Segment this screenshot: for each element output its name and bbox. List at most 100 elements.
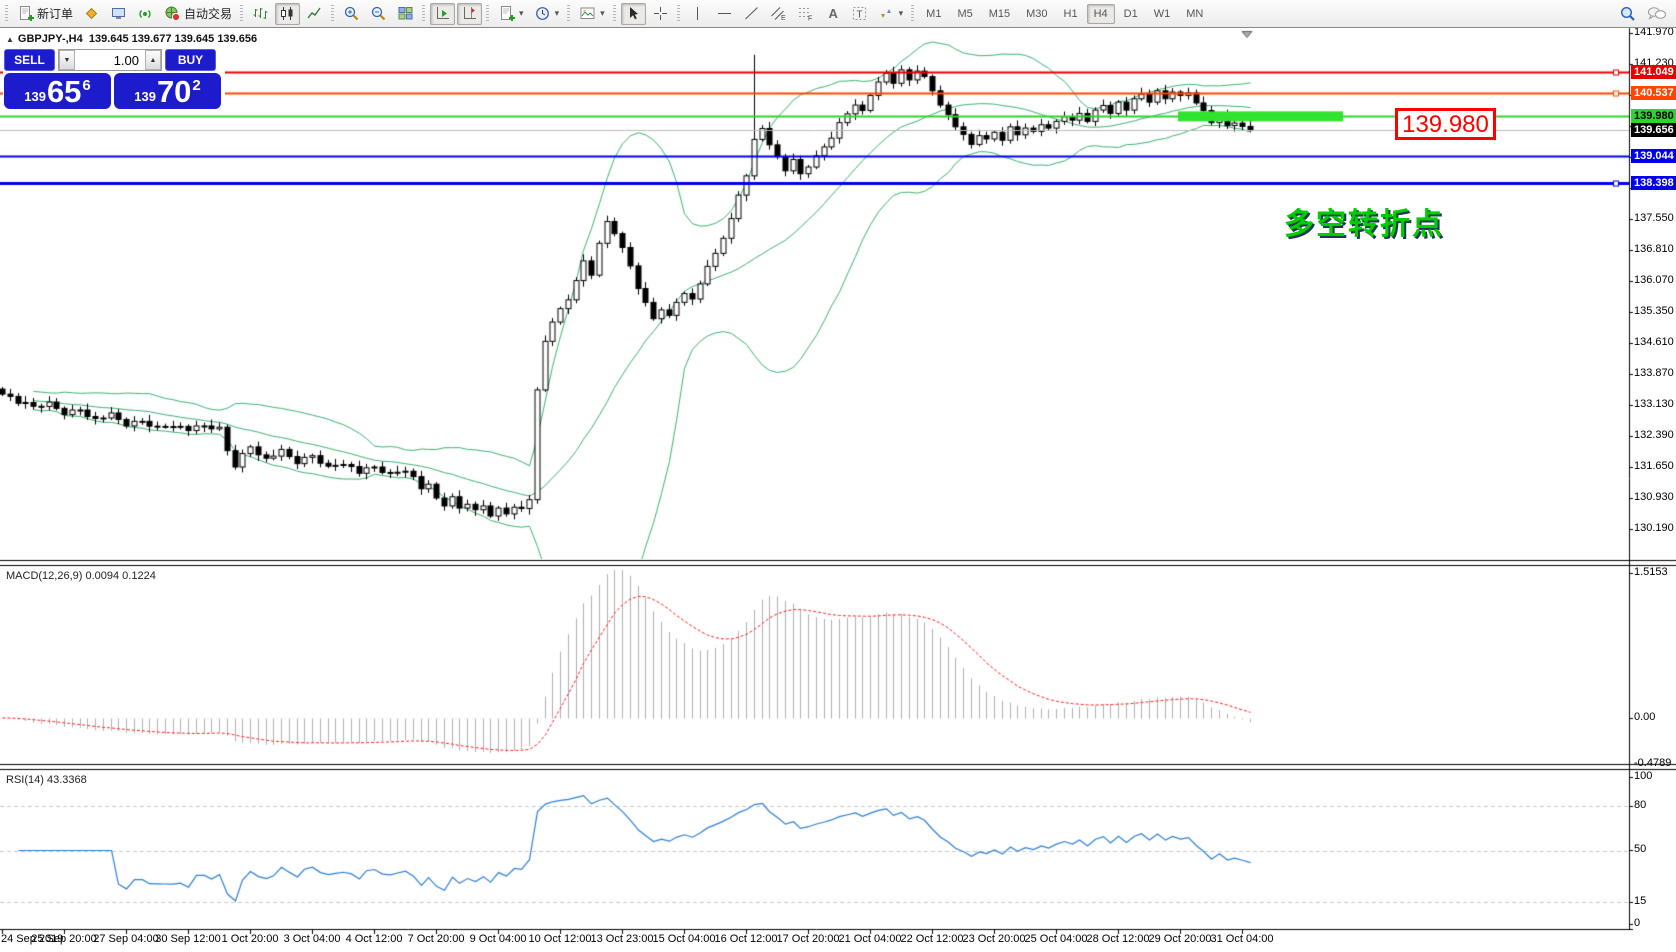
bar-chart-mode-button[interactable]	[248, 3, 273, 25]
signal-icon	[137, 5, 154, 22]
tile-windows-button[interactable]	[393, 3, 418, 25]
autotrading-label: 自动交易	[184, 7, 233, 21]
tf-h1-button[interactable]: H1	[1063, 7, 1078, 20]
rsi-tick-label: 15	[1634, 895, 1647, 907]
profiles-button[interactable]	[79, 3, 104, 25]
time-tick-label: 22 Oct 12:00	[900, 933, 964, 945]
zoom-in-button[interactable]	[339, 3, 364, 25]
trendline-tool-button[interactable]	[739, 3, 764, 25]
toolbar-group-handle[interactable]	[911, 4, 915, 23]
zoom-out-button[interactable]	[366, 3, 391, 25]
crosshair-icon	[652, 5, 669, 22]
buy-price-display[interactable]: 139 70 2	[114, 73, 221, 109]
tf-h4-button[interactable]: H4	[1086, 3, 1115, 24]
tf-w1-button[interactable]: W1	[1153, 7, 1171, 20]
toolbar-group-handle[interactable]	[676, 4, 680, 23]
time-tick-label: 21 Oct 04:00	[838, 933, 902, 945]
fibonacci-tool-button[interactable]: F	[793, 3, 818, 25]
signals-button[interactable]	[133, 3, 158, 25]
chat-button[interactable]	[1643, 3, 1671, 25]
time-tick-label: 27 Sep 04:00	[93, 933, 159, 945]
price-annotation-box[interactable]: 139.980	[1395, 108, 1496, 140]
price-tick-label: 137.550	[1634, 212, 1674, 224]
dropdown-arrow-icon[interactable]: ▾	[519, 8, 524, 18]
buy-button[interactable]: BUY	[165, 49, 216, 71]
line-chart-mode-button[interactable]	[302, 3, 327, 25]
chart-shift-button[interactable]	[457, 2, 483, 25]
volume-input[interactable]	[75, 50, 145, 70]
buy-price-pip: 2	[192, 77, 201, 94]
text-tool-button[interactable]: A	[820, 3, 845, 25]
rsi-tick-label: 0	[1634, 917, 1641, 929]
market-watch-button[interactable]	[106, 3, 131, 25]
auto-scroll-button[interactable]	[430, 2, 456, 25]
cursor-icon	[625, 5, 642, 22]
price-line-tag: 140.537	[1631, 86, 1676, 100]
text-a-icon: A	[824, 5, 841, 22]
collapse-triangle-icon[interactable]: ▲	[6, 35, 14, 44]
templates-button[interactable]: ▾	[575, 3, 609, 25]
time-tick-label: 31 Oct 04:00	[1210, 933, 1274, 945]
time-tick-label: 7 Oct 20:00	[407, 933, 465, 945]
dropdown-arrow-icon[interactable]: ▾	[898, 8, 904, 18]
indicators-button[interactable]: ▾	[494, 3, 528, 25]
doc-plus-icon	[17, 5, 34, 22]
time-tick-label: 10 Oct 12:00	[528, 933, 592, 945]
search-button[interactable]	[1615, 3, 1641, 25]
time-tick-label: 4 Oct 12:00	[345, 933, 403, 945]
chinese-note-text[interactable]: 多空转折点	[1284, 208, 1444, 241]
time-tick-label: 15 Oct 04:00	[652, 933, 716, 945]
tf-m15-button[interactable]: M15	[988, 7, 1011, 20]
dropdown-arrow-icon[interactable]: ▾	[554, 8, 560, 18]
linechart-icon	[306, 5, 323, 22]
macd-name: MACD(12,26,9)	[6, 570, 83, 582]
toolbar-group-handle[interactable]	[567, 4, 571, 23]
price-line-tag: 139.044	[1631, 149, 1676, 163]
equidistant-channel-tool-button[interactable]: E	[766, 3, 791, 25]
price-tick-label: 132.390	[1634, 429, 1674, 441]
price-line-tag: 141.049	[1631, 65, 1676, 79]
toolbar-group-handle[interactable]	[486, 4, 490, 23]
periods-button[interactable]: ▾	[530, 3, 564, 25]
bid-price-tag: 139.656	[1631, 123, 1676, 137]
tf-m1-button[interactable]: M1	[926, 7, 942, 20]
fibo-icon: F	[797, 5, 814, 22]
crosshair-button[interactable]	[648, 3, 673, 25]
cursor-button[interactable]	[620, 2, 646, 25]
arrows-tool-button[interactable]: ▾	[874, 3, 908, 25]
symbol-name: GBPJPY-,H4	[17, 33, 83, 45]
buy-price-prefix: 139	[134, 89, 156, 104]
magnifier-icon	[1620, 6, 1635, 21]
toolbar-group-handle[interactable]	[240, 4, 244, 23]
vertical-line-tool-button[interactable]	[685, 3, 710, 25]
time-tick-label: 9 Oct 04:00	[469, 933, 527, 945]
autotrading-button[interactable]: 自动交易	[160, 3, 236, 25]
toolbar-group-handle[interactable]	[5, 4, 8, 23]
volume-decrease-button[interactable]: ▼	[59, 50, 75, 70]
vline-icon	[689, 5, 706, 22]
tf-m30-button[interactable]: M30	[1026, 7, 1048, 20]
tf-m5-button[interactable]: M5	[957, 7, 973, 20]
horizontal-line-tool-button[interactable]	[712, 3, 737, 25]
new-order-button[interactable]: 新订单	[13, 3, 77, 25]
tiles-icon	[397, 5, 414, 22]
rsi-tick-label: 100	[1634, 770, 1653, 782]
volume-increase-button[interactable]: ▲	[145, 50, 161, 70]
price-tick-label: 130.190	[1634, 522, 1674, 534]
toolbar-group-handle[interactable]	[331, 4, 335, 23]
pane-splitter[interactable]	[0, 764, 1676, 770]
tf-mn-button[interactable]: MN	[1186, 7, 1204, 20]
sell-button[interactable]: SELL	[4, 49, 55, 71]
toolbar-group-handle[interactable]	[422, 4, 426, 23]
macd-pane-label: MACD(12,26,9) 0.0094 0.1224	[6, 570, 156, 582]
sell-price-display[interactable]: 139 65 6	[4, 73, 111, 109]
dropdown-arrow-icon[interactable]: ▾	[600, 8, 605, 18]
candlestick-mode-button[interactable]	[275, 2, 301, 25]
price-tick-label: 131.650	[1634, 460, 1674, 472]
pane-splitter[interactable]	[0, 559, 1676, 565]
tf-d1-button[interactable]: D1	[1123, 7, 1138, 20]
text-label-tool-button[interactable]: T	[847, 3, 872, 25]
toolbar-group-handle[interactable]	[612, 4, 616, 23]
